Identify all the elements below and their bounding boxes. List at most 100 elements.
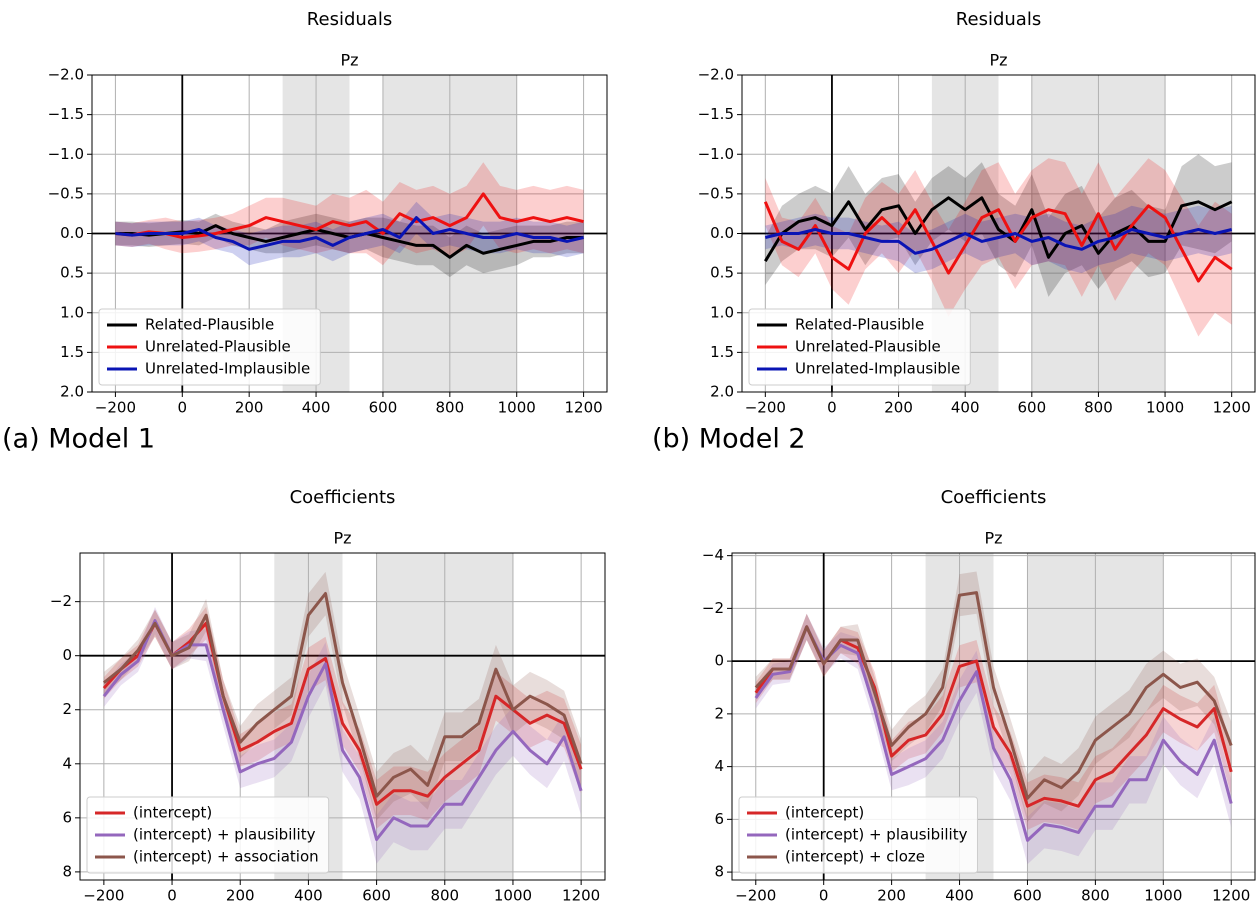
x-tick-label: 600 xyxy=(369,399,398,417)
y-tick-label: −1.5 xyxy=(48,105,84,123)
axes-title: Pz xyxy=(333,529,351,548)
y-tick-label: 2.0 xyxy=(710,383,734,401)
x-tick-label: 400 xyxy=(945,887,974,904)
y-tick-label: 1.5 xyxy=(710,343,734,361)
axes-frame xyxy=(731,552,1256,881)
x-tick-label: 800 xyxy=(436,399,465,417)
legend: Related-Plausible Unrelated-Plausible Unre… xyxy=(748,308,971,386)
error-band xyxy=(115,162,584,266)
x-tick-label: 400 xyxy=(294,887,323,904)
y-tick-label: 6 xyxy=(714,810,724,828)
x-tick-label: 600 xyxy=(1013,887,1042,904)
legend: (intercept) (intercept) + plausibility (in… xyxy=(86,796,330,874)
y-tick-label: 1.0 xyxy=(710,303,734,321)
caption: (a) Model 1 xyxy=(2,424,155,455)
y-tick-label: 2 xyxy=(62,700,72,718)
series-line xyxy=(764,228,1233,255)
x-tick-label: 800 xyxy=(430,887,459,904)
y-tick-label: 0.0 xyxy=(60,224,84,242)
legend-label: (intercept) + cloze xyxy=(785,848,925,866)
legend-label: (intercept) + plausibility xyxy=(785,826,968,844)
x-tick-label: 1000 xyxy=(494,887,532,904)
series-line xyxy=(754,625,1233,842)
y-tick-label: −4 xyxy=(702,546,724,564)
y-tick-label: −2.0 xyxy=(48,66,84,84)
error-band xyxy=(765,158,1232,337)
legend-label: Unrelated-Plausible xyxy=(795,338,941,356)
y-tick-label: −1.0 xyxy=(48,145,84,163)
series-line xyxy=(102,619,583,841)
x-tick-label: 1000 xyxy=(498,399,536,417)
chart-title: Residuals xyxy=(307,9,392,30)
error-band xyxy=(103,607,582,864)
x-tick-label: 1000 xyxy=(1146,399,1184,417)
series-line xyxy=(115,216,584,251)
x-tick-label: 400 xyxy=(951,399,980,417)
plot-area xyxy=(80,553,605,880)
x-tick-label: 1200 xyxy=(1212,887,1250,904)
subplot: Coefficients Pz −200 0 200 400 600 800 1000 1200 −… xyxy=(50,487,606,904)
y-tick-label: 2.0 xyxy=(60,383,84,401)
legend-label: Unrelated-Implausible xyxy=(145,360,310,378)
legend-label: Unrelated-Implausible xyxy=(795,360,960,378)
y-tick-label: 0.5 xyxy=(710,264,734,282)
subplot: Residuals Pz −200 0 200 400 600 800 1000 1200 −2.0… xyxy=(48,9,608,417)
y-tick-label: 0 xyxy=(62,646,72,664)
y-tick-label: 4 xyxy=(62,754,72,772)
y-tick-label: 1.5 xyxy=(60,343,84,361)
series-line xyxy=(754,591,1233,800)
legend-label: Related-Plausible xyxy=(795,316,924,334)
plot-area xyxy=(742,75,1255,392)
y-tick-label: 0.0 xyxy=(710,224,734,242)
plot-area xyxy=(92,75,607,392)
y-tick-label: −1.5 xyxy=(698,105,734,123)
x-tick-label: −200 xyxy=(83,887,124,904)
x-tick-label: 200 xyxy=(235,399,264,417)
y-tick-label: 6 xyxy=(62,808,72,826)
y-tick-label: −0.5 xyxy=(698,184,734,202)
x-tick-label: 1000 xyxy=(1144,887,1182,904)
y-tick-label: −2 xyxy=(50,592,72,610)
x-tick-label: 1200 xyxy=(1213,399,1251,417)
subplot: Residuals Pz −200 0 200 400 600 800 1000 1200 −2.0… xyxy=(698,9,1256,417)
chart-title: Coefficients xyxy=(941,487,1047,508)
legend-box xyxy=(98,308,321,386)
axes-title: Pz xyxy=(989,51,1007,70)
x-tick-label: 400 xyxy=(302,399,331,417)
x-tick-label: 0 xyxy=(827,399,837,417)
x-tick-label: −200 xyxy=(745,399,786,417)
legend-label: (intercept) xyxy=(785,804,864,822)
axes-title: Pz xyxy=(984,529,1002,548)
y-tick-label: 0.5 xyxy=(60,264,84,282)
chart-title: Residuals xyxy=(956,9,1041,30)
x-tick-label: 200 xyxy=(884,399,913,417)
series-line xyxy=(102,621,583,806)
y-tick-label: −1.0 xyxy=(698,145,734,163)
x-tick-label: 1200 xyxy=(562,887,600,904)
caption: (b) Model 2 xyxy=(652,424,806,455)
error-band xyxy=(755,613,1232,865)
y-tick-label: 2 xyxy=(714,704,724,722)
subplot: Coefficients Pz −200 0 200 400 600 800 1000 1200 −… xyxy=(702,487,1256,904)
legend-label: Related-Plausible xyxy=(145,316,274,334)
x-tick-label: 0 xyxy=(167,887,177,904)
y-tick-label: 4 xyxy=(714,757,724,775)
y-tick-label: 0 xyxy=(714,652,724,670)
y-tick-label: −2.0 xyxy=(698,66,734,84)
error-band xyxy=(103,571,582,821)
legend-label: (intercept) + plausibility xyxy=(133,826,316,844)
legend-label: (intercept) + association xyxy=(133,848,319,866)
legend-label: (intercept) xyxy=(133,804,212,822)
x-tick-label: 600 xyxy=(1017,399,1046,417)
series-line xyxy=(102,592,583,798)
x-tick-label: 0 xyxy=(819,887,829,904)
error-band xyxy=(755,571,1232,822)
y-tick-label: 8 xyxy=(714,863,724,881)
series-line xyxy=(764,196,1233,262)
legend: Related-Plausible Unrelated-Plausible Unre… xyxy=(98,308,321,386)
y-tick-label: −0.5 xyxy=(48,184,84,202)
x-tick-label: 600 xyxy=(362,887,391,904)
error-band xyxy=(765,205,1232,274)
x-tick-label: 200 xyxy=(226,887,255,904)
